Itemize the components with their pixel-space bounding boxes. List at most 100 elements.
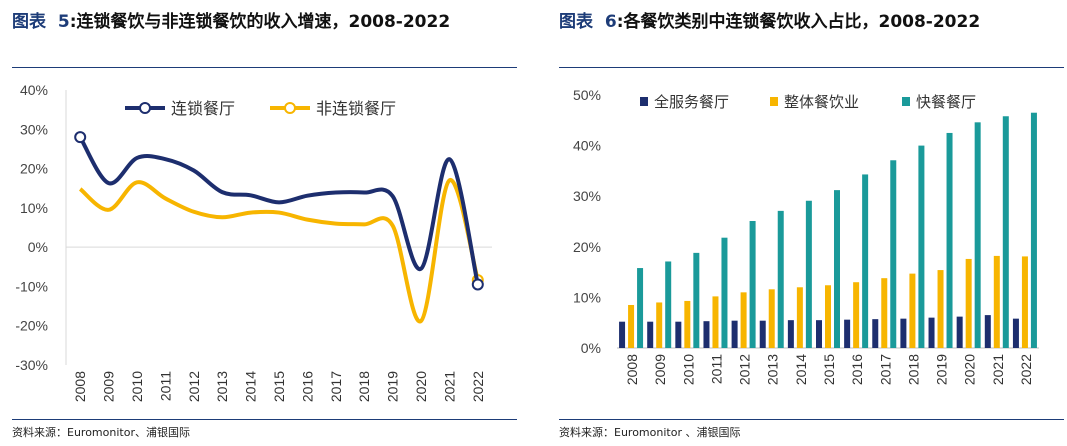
left-chart-title: 图表 5:连锁餐饮与非连锁餐饮的收入增速，2008-2022	[12, 10, 517, 35]
series-line-chain	[78, 136, 480, 285]
right-chart-title: 图表 6:各餐饮类别中连锁餐饮收入占比，2008-2022	[559, 10, 1064, 35]
x-tick-label: 2013	[214, 371, 230, 402]
y-tick-label: 40%	[573, 138, 601, 154]
bar-overall	[684, 300, 691, 348]
y-tick-label: 30%	[573, 188, 601, 204]
x-tick-label: 2012	[737, 354, 753, 385]
y-tick-label: -10%	[15, 278, 48, 294]
x-tick-label: 2019	[385, 371, 401, 402]
bar-overall	[825, 285, 831, 348]
bar-full-service	[956, 316, 963, 348]
bar-full-service	[928, 317, 935, 348]
bar-overall	[993, 255, 1000, 348]
bar-chart: 50% 40% 30% 20% 10% 0% 2008 2009 2010 2011 2012 201…	[573, 87, 1039, 385]
bar-fast-food	[834, 190, 840, 348]
x-tick-label: 2011	[708, 354, 724, 384]
x-tick-label: 2018	[356, 371, 372, 402]
x-tick-label: 2011	[157, 371, 173, 401]
bar-fast-food	[805, 200, 812, 348]
y-tick-label: 10%	[20, 200, 48, 216]
bar-overall	[909, 273, 916, 348]
bar-fast-food	[637, 268, 644, 348]
y-tick-label: -20%	[15, 318, 48, 334]
bar-overall	[853, 282, 860, 348]
bar-full-service	[1012, 318, 1019, 348]
bar-fast-food	[918, 145, 925, 348]
left-figure-label: 图表	[12, 12, 46, 32]
y-tick-label: 0%	[28, 239, 48, 255]
bar-fast-food	[890, 160, 897, 348]
bar-full-service	[844, 319, 851, 348]
bar-full-service	[816, 320, 822, 348]
x-tick-label: 2008	[624, 354, 640, 385]
x-tick-label: 2020	[413, 371, 429, 402]
x-tick-label: 2022	[1018, 354, 1034, 385]
y-tick-label: 20%	[573, 239, 601, 255]
x-tick-label: 2014	[793, 354, 809, 385]
x-tick-label: 2016	[849, 354, 865, 385]
x-tick-label: 2010	[680, 354, 696, 385]
data-point	[471, 278, 484, 291]
right-footer-rule	[559, 419, 1064, 420]
y-tick-label: 0%	[581, 340, 601, 356]
x-tick-label: 2020	[962, 354, 978, 385]
y-tick-label: 50%	[573, 87, 601, 103]
x-tick-label: 2018	[905, 354, 921, 385]
bar-full-service	[787, 320, 794, 348]
right-chart-panel: 图表 6:各餐饮类别中连锁餐饮收入占比，2008-2022 50% 40% 30% 2…	[547, 0, 1067, 446]
line-chart: 40% 30% 20% 10% 0% -10% -20% -30% 2008 2009 2010 20…	[15, 82, 492, 402]
bar-fast-food	[777, 210, 784, 348]
bar-overall	[656, 302, 663, 348]
bar-fast-food	[665, 261, 672, 348]
bar-full-service	[759, 320, 766, 348]
bar-overall	[937, 270, 944, 348]
right-source-note: 资料来源：Euromonitor 、浦银国际	[559, 426, 741, 439]
x-tick-label: 2010	[129, 371, 145, 402]
bar-overall	[796, 287, 803, 348]
bar-overall	[628, 304, 635, 348]
bar-overall	[965, 258, 972, 348]
bar-fast-food	[693, 252, 700, 348]
x-tick-label: 2021	[441, 371, 457, 402]
y-tick-label: 20%	[20, 161, 48, 177]
x-tick-label: 2022	[470, 371, 486, 402]
left-title-rule	[12, 67, 517, 68]
x-tick-label: 2015	[271, 371, 287, 402]
x-tick-label: 2019	[934, 354, 950, 385]
x-tick-label: 2015	[821, 354, 837, 385]
x-tick-label: 2017	[328, 371, 344, 402]
bar-overall	[768, 289, 775, 348]
bar-fast-food	[862, 174, 869, 348]
bar-overall	[712, 296, 719, 348]
y-tick-label: 40%	[20, 82, 48, 98]
y-tick-label: 30%	[20, 121, 48, 137]
left-title-text: :连锁餐饮与非连锁餐饮的收入增速，2008-2022	[69, 12, 451, 32]
bar-overall	[740, 292, 747, 348]
data-point	[74, 131, 87, 144]
y-tick-label: -30%	[15, 357, 48, 373]
bar-fast-food	[946, 132, 953, 348]
x-tick-label: 2013	[765, 354, 781, 385]
right-title-rule	[559, 67, 1064, 68]
right-title-text: :各餐饮类别中连锁餐饮收入占比，2008-2022	[616, 12, 981, 32]
legend-label-0: 全服务餐厅	[654, 93, 729, 111]
legend-label-0: 连锁餐厅	[171, 100, 235, 118]
legend-swatch-2	[902, 97, 910, 106]
bar-full-service	[984, 315, 991, 348]
x-tick-label: 2008	[72, 371, 88, 402]
bar-full-service	[872, 319, 879, 348]
left-footer-rule	[12, 419, 517, 420]
right-figure-number: 6	[604, 12, 617, 32]
x-tick-label: 2014	[243, 371, 259, 402]
left-figure-number: 5	[57, 12, 70, 32]
x-tick-label: 2012	[186, 371, 202, 402]
x-tick-label: 2017	[877, 354, 893, 385]
legend-label-2: 快餐餐厅	[916, 94, 976, 111]
bar-full-service	[900, 318, 907, 348]
x-tick-label: 2016	[299, 371, 315, 402]
legend-label-1: 整体餐饮业	[784, 94, 859, 111]
legend-marker-0	[139, 102, 151, 114]
series-line-non-chain	[78, 178, 480, 324]
legend-label-1: 非连锁餐厅	[316, 100, 396, 118]
x-tick-label: 2009	[101, 371, 117, 402]
